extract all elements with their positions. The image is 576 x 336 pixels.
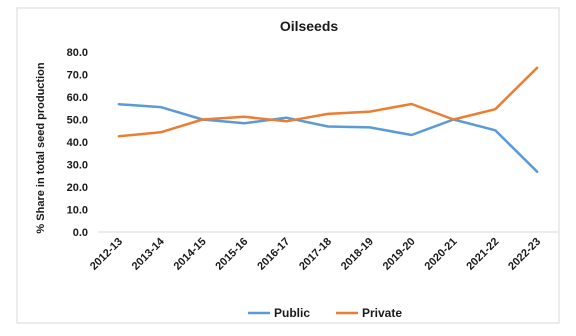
- series-line-private: [117, 66, 539, 138]
- legend-label-private: Private: [362, 306, 402, 320]
- y-tick-label: 20.0: [67, 182, 88, 194]
- chart-border: [16, 7, 560, 324]
- y-tick-label: 40.0: [67, 137, 88, 149]
- legend-label-public: Public: [274, 306, 310, 320]
- y-axis-label: % Share in total seed production: [35, 62, 47, 233]
- y-tick-labels: 0.0 10.0 20.0 30.0 40.0 50.0 60.0 70.0 80.0: [67, 47, 88, 239]
- series-line-public: [117, 102, 539, 173]
- y-tick-label: 10.0: [67, 205, 88, 217]
- legend: Public Private: [248, 306, 402, 320]
- y-tick-label: 80.0: [67, 47, 88, 59]
- chart-title: Oilseeds: [280, 18, 339, 34]
- y-tick-label: 60.0: [67, 92, 88, 104]
- y-tick-label: 30.0: [67, 160, 88, 172]
- y-tick-label: 70.0: [67, 70, 88, 82]
- series-layer: [117, 66, 539, 173]
- y-tick-label: 50.0: [67, 115, 88, 127]
- y-tick-label: 0.0: [73, 227, 88, 239]
